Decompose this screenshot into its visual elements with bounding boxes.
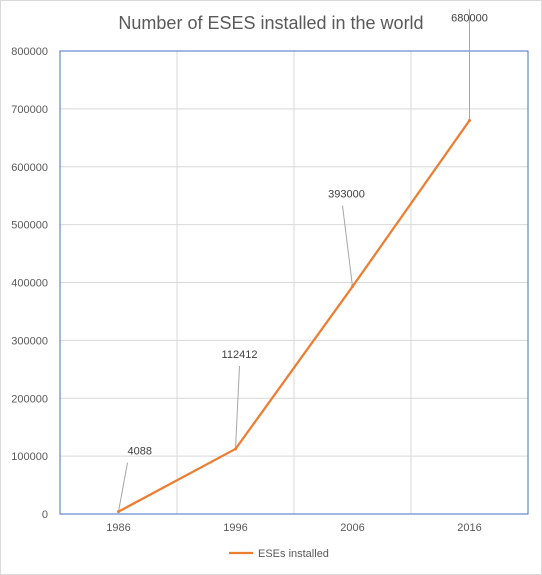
data-label: 112412 — [222, 349, 258, 361]
series-line — [117, 119, 471, 513]
y-tick-label: 300000 — [11, 335, 48, 347]
x-tick-label: 2016 — [457, 522, 481, 534]
y-tick-label: 700000 — [11, 104, 48, 116]
chart-title: Number of ESES installed in the world — [118, 13, 424, 33]
data-label-leader — [118, 462, 128, 512]
y-tick-label: 400000 — [11, 278, 48, 290]
y-tick-label: 500000 — [11, 220, 48, 232]
data-point — [468, 118, 471, 122]
data-label: 4088 — [128, 446, 152, 458]
plot-area-border — [59, 50, 529, 515]
data-label-leader — [235, 365, 240, 449]
y-tick-label: 200000 — [11, 393, 48, 405]
y-tick-label: 100000 — [11, 451, 48, 463]
x-tick-label: 1996 — [223, 522, 247, 534]
legend-label: ESEs installed — [258, 548, 329, 560]
data-point — [234, 447, 237, 451]
x-tick-label: 1986 — [106, 522, 130, 534]
data-point — [117, 510, 120, 514]
data-label: 680000 — [451, 12, 488, 24]
y-tick-label: 800000 — [11, 46, 48, 58]
data-label: 393000 — [328, 189, 365, 201]
x-tick-label: 2006 — [340, 522, 364, 534]
data-point — [351, 285, 354, 289]
y-tick-label: 0 — [42, 509, 48, 521]
y-tick-label: 600000 — [11, 162, 48, 174]
data-label-leader — [342, 205, 353, 287]
